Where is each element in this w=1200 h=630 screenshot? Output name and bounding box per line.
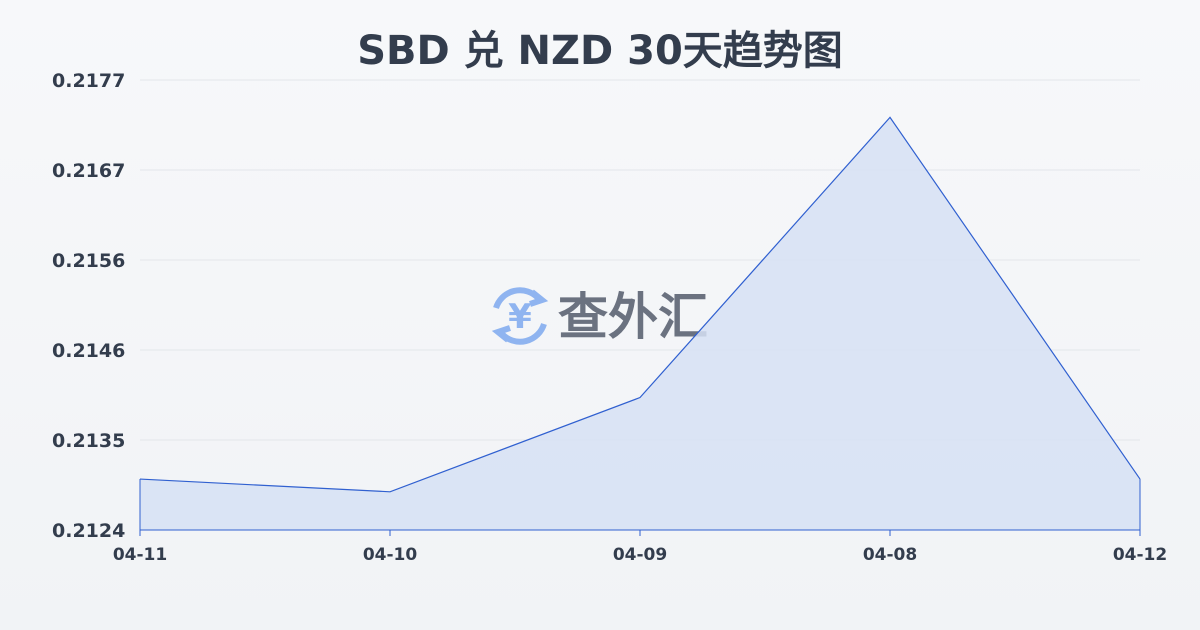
x-tick-label: 04-10 bbox=[363, 545, 418, 565]
x-tick-label: 04-11 bbox=[113, 545, 167, 565]
x-tick-label: 04-12 bbox=[1113, 545, 1167, 565]
y-tick-label: 0.2124 bbox=[52, 520, 125, 542]
area-fill bbox=[140, 117, 1140, 530]
svg-text:¥: ¥ bbox=[508, 297, 532, 337]
chart-title: SBD 兑 NZD 30天趋势图 bbox=[357, 28, 843, 74]
x-tick-label: 04-09 bbox=[613, 545, 667, 565]
y-tick-label: 0.2156 bbox=[52, 250, 125, 272]
y-tick-label: 0.2135 bbox=[52, 430, 125, 452]
watermark-text: 查外汇 bbox=[558, 288, 708, 346]
y-tick-label: 0.2146 bbox=[52, 340, 125, 362]
yen-exchange-icon: ¥ bbox=[491, 287, 549, 345]
y-tick-label: 0.2167 bbox=[52, 160, 125, 182]
x-tick-label: 04-08 bbox=[863, 545, 917, 565]
y-tick-label: 0.2177 bbox=[52, 70, 125, 92]
